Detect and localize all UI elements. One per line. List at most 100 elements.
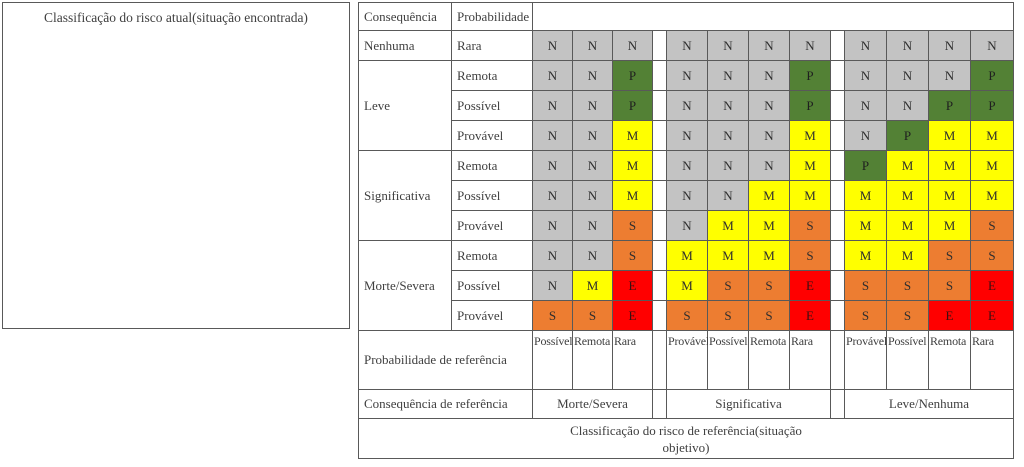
- risk-cell-s: S: [533, 301, 572, 330]
- reference-consequence-label: Morte/Severa: [533, 390, 652, 418]
- probability-row-label: Provável: [452, 301, 532, 330]
- risk-cell-n: N: [749, 61, 789, 90]
- reference-consequence-label: Significativa: [667, 390, 830, 418]
- risk-cell-e: E: [971, 271, 1013, 300]
- spacer-cell: [831, 301, 844, 330]
- spacer-cell: [653, 390, 666, 418]
- risk-cell-n: N: [887, 91, 928, 120]
- risk-cell-n: N: [708, 61, 748, 90]
- risk-cell-n: N: [929, 31, 970, 60]
- risk-cell-n: N: [667, 121, 707, 150]
- consequence-column-header: Consequência: [359, 3, 451, 30]
- risk-cell-e: E: [790, 271, 830, 300]
- risk-cell-n: N: [749, 91, 789, 120]
- risk-cell-n: N: [887, 31, 928, 60]
- risk-cell-n: N: [573, 211, 612, 240]
- risk-cell-n: N: [667, 151, 707, 180]
- risk-cell-n: N: [790, 31, 830, 60]
- risk-cell-n: N: [573, 91, 612, 120]
- risk-cell-n: N: [533, 181, 572, 210]
- risk-cell-n: N: [845, 91, 886, 120]
- risk-cell-p: P: [971, 61, 1013, 90]
- risk-cell-s: S: [667, 301, 707, 330]
- risk-cell-m: M: [749, 241, 789, 270]
- risk-cell-n: N: [573, 241, 612, 270]
- risk-cell-s: S: [929, 271, 970, 300]
- risk-cell-m: M: [971, 181, 1013, 210]
- risk-cell-n: N: [573, 31, 612, 60]
- risk-cell-p: P: [613, 61, 652, 90]
- risk-cell-e: E: [613, 271, 652, 300]
- risk-cell-m: M: [845, 241, 886, 270]
- risk-cell-s: S: [971, 211, 1013, 240]
- spacer-cell: [831, 331, 844, 389]
- risk-cell-n: N: [533, 31, 572, 60]
- risk-cell-m: M: [749, 181, 789, 210]
- spacer-cell: [831, 211, 844, 240]
- reference-probability-label: Remota: [749, 331, 789, 389]
- risk-cell-s: S: [790, 211, 830, 240]
- risk-cell-p: P: [887, 121, 928, 150]
- risk-cell-n: N: [667, 61, 707, 90]
- reference-probability-label: Remota: [929, 331, 970, 389]
- risk-cell-m: M: [613, 121, 652, 150]
- risk-cell-m: M: [613, 151, 652, 180]
- risk-cell-n: N: [845, 61, 886, 90]
- consequence-label-morte-severa: Morte/Severa: [359, 241, 451, 330]
- spacer-cell: [831, 181, 844, 210]
- risk-cell-n: N: [667, 211, 707, 240]
- reference-probability-label: Rara: [971, 331, 1013, 389]
- risk-cell-n: N: [667, 31, 707, 60]
- risk-cell-p: P: [971, 91, 1013, 120]
- reference-probability-label: Rara: [790, 331, 830, 389]
- probability-row-label: Remota: [452, 151, 532, 180]
- risk-cell-m: M: [887, 181, 928, 210]
- spacer-cell: [831, 31, 844, 60]
- risk-cell-s: S: [749, 301, 789, 330]
- spacer-cell: [653, 91, 666, 120]
- probability-row-label: Possível: [452, 91, 532, 120]
- reference-risk-classification-line2: objetivo): [662, 439, 710, 455]
- spacer-cell: [653, 331, 666, 389]
- risk-cell-n: N: [667, 181, 707, 210]
- probability-row-label: Provável: [452, 121, 532, 150]
- reference-probability-label: Rara: [613, 331, 652, 389]
- risk-cell-n: N: [533, 241, 572, 270]
- spacer-cell: [831, 390, 844, 418]
- reference-probability-label: Possível: [533, 331, 573, 389]
- risk-cell-m: M: [929, 121, 970, 150]
- risk-cell-p: P: [929, 91, 970, 120]
- current-risk-title: Classificação do risco atual(situação en…: [44, 10, 308, 25]
- probability-row-label: Remota: [452, 241, 532, 270]
- risk-cell-s: S: [971, 241, 1013, 270]
- risk-cell-n: N: [708, 151, 748, 180]
- risk-cell-n: N: [533, 91, 572, 120]
- consequence-label-leve: Leve: [359, 61, 451, 150]
- risk-cell-n: N: [573, 121, 612, 150]
- spacer-cell: [653, 211, 666, 240]
- spacer-cell: [831, 151, 844, 180]
- spacer-cell: [831, 91, 844, 120]
- risk-cell-m: M: [845, 181, 886, 210]
- probability-row-label: Possível: [452, 181, 532, 210]
- risk-cell-n: N: [533, 211, 572, 240]
- risk-cell-m: M: [790, 181, 830, 210]
- risk-cell-n: N: [749, 151, 789, 180]
- spacer-cell: [831, 241, 844, 270]
- risk-cell-p: P: [790, 91, 830, 120]
- risk-cell-m: M: [971, 121, 1013, 150]
- risk-cell-n: N: [533, 121, 572, 150]
- risk-cell-n: N: [708, 31, 748, 60]
- risk-cell-s: S: [613, 211, 652, 240]
- risk-cell-e: E: [790, 301, 830, 330]
- risk-cell-p: P: [790, 61, 830, 90]
- risk-cell-e: E: [971, 301, 1013, 330]
- risk-cell-m: M: [929, 151, 970, 180]
- reference-risk-classification-line1: Classificação do risco de referência(sit…: [570, 422, 802, 438]
- spacer-cell: [653, 271, 666, 300]
- risk-cell-n: N: [845, 31, 886, 60]
- risk-cell-m: M: [790, 121, 830, 150]
- risk-cell-p: P: [845, 151, 886, 180]
- reference-consequence-label: Leve/Nenhuma: [845, 390, 1013, 418]
